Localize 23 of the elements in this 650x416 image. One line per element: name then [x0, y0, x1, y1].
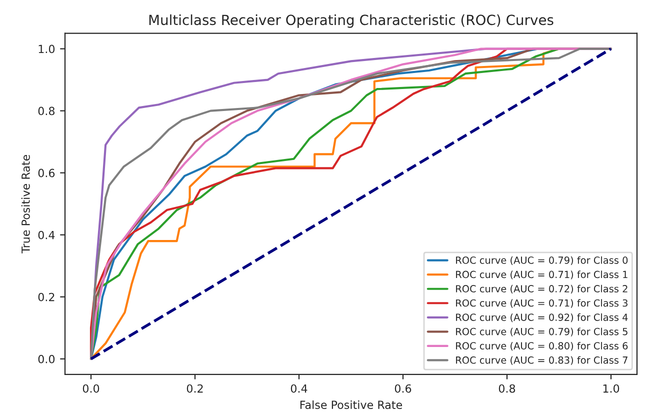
legend-label: ROC curve (AUC = 0.71) for Class 1 [456, 270, 628, 280]
legend-label: ROC curve (AUC = 0.79) for Class 5 [456, 328, 628, 336]
x-tick-label: 0.4 [290, 384, 308, 393]
legend-label: ROC curve (AUC = 0.71) for Class 3 [456, 299, 628, 308]
legend-label: ROC curve (AUC = 0.79) for Class 0 [456, 256, 628, 266]
y-tick-label: 1.0 [38, 44, 55, 54]
y-tick-label: 0.8 [38, 106, 55, 116]
x-tick-label: 0.6 [394, 384, 412, 393]
x-tick-label: 0.2 [186, 384, 203, 393]
y-axis-title: True Positive Rate [21, 154, 30, 254]
x-tick-label: 1.0 [603, 384, 620, 393]
x-tick-label: 0.8 [498, 384, 516, 393]
legend-label: ROC curve (AUC = 0.92) for Class 4 [456, 313, 628, 322]
y-tick-label: 0.4 [38, 230, 55, 240]
legend-label: ROC curve (AUC = 0.72) for Class 2 [456, 284, 628, 294]
y-tick-label: 0.0 [38, 354, 55, 364]
legend-label: ROC curve (AUC = 0.83) for Class 7 [456, 356, 628, 365]
y-tick-label: 0.6 [38, 168, 55, 178]
x-tick-label: 0.0 [82, 384, 100, 393]
y-tick-label: 0.2 [38, 292, 54, 302]
chart-title: Multiclass Receiver Operating Characteristic (ROC) Curves [149, 14, 554, 28]
x-axis-title: False Positive Rate [300, 400, 402, 410]
legend-label: ROC curve (AUC = 0.80) for Class 6 [456, 342, 628, 351]
